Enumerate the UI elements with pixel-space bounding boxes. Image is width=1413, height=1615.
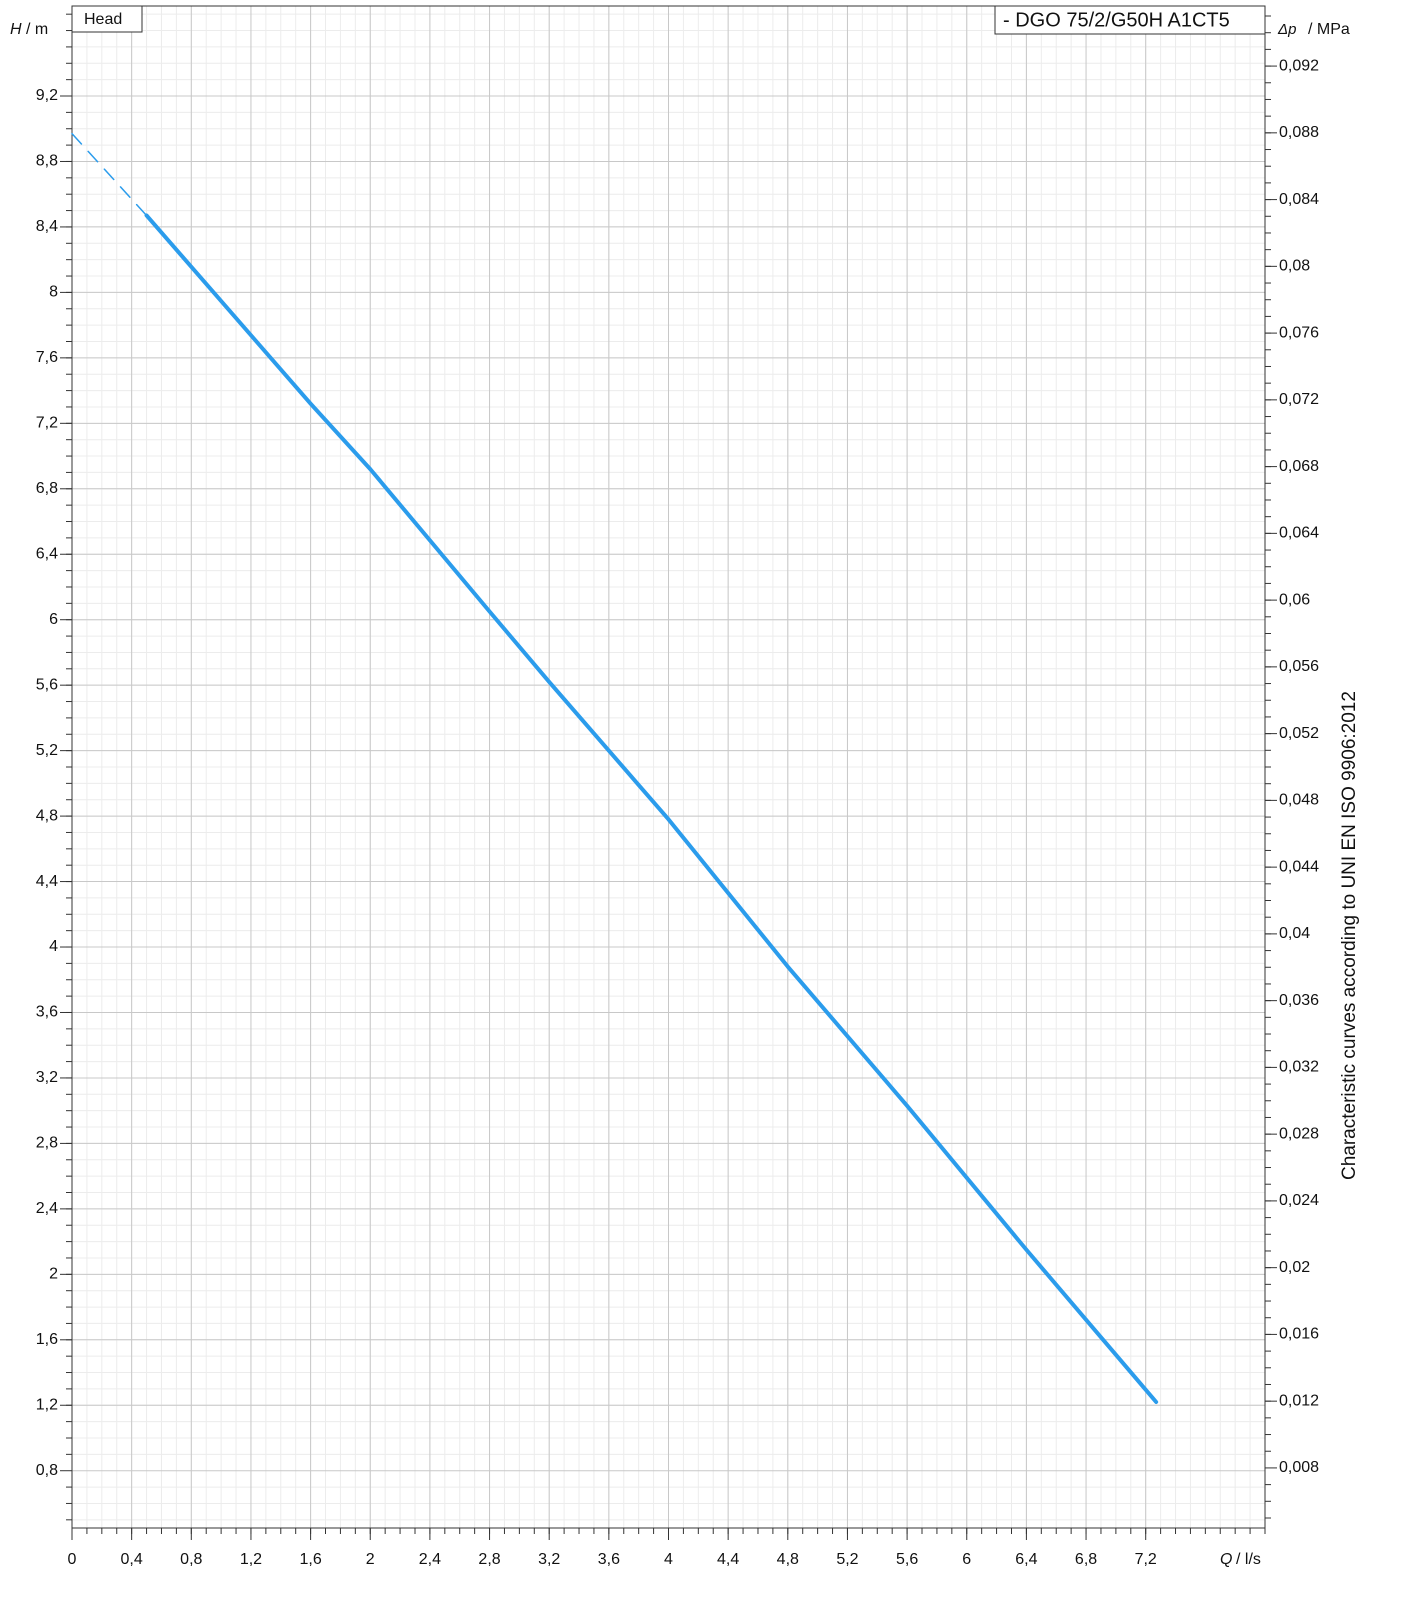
- curve: [71, 132, 148, 217]
- y-tick-label: 7,2: [36, 415, 58, 432]
- x-tick-label: 6,4: [1015, 1551, 1037, 1568]
- y-tick-label: 7,6: [36, 349, 58, 366]
- x-axis-unit: / l/s: [1236, 1551, 1261, 1568]
- y-tick-label: 5,2: [36, 742, 58, 759]
- y-tick-label: 4,4: [36, 873, 58, 890]
- y2-tick-label: 0,06: [1279, 591, 1310, 608]
- x-tick-label: 3,2: [538, 1551, 560, 1568]
- y-tick-label: 1,6: [36, 1331, 58, 1348]
- y-tick-label: 1,2: [36, 1396, 58, 1413]
- x-tick-label: 4,8: [777, 1551, 799, 1568]
- x-tick-label: 4: [664, 1551, 673, 1568]
- y2-axis-symbol: Δp: [1277, 21, 1296, 38]
- y2-axis-unit: / MPa: [1308, 21, 1350, 38]
- y-tick-label: 3,2: [36, 1069, 58, 1086]
- x-tick-label: 2,4: [419, 1551, 441, 1568]
- y-tick-label: 6,4: [36, 545, 58, 562]
- y2-tick-label: 0,032: [1279, 1059, 1319, 1076]
- x-tick-label: 5,2: [836, 1551, 858, 1568]
- y-tick-label: 8,8: [36, 153, 58, 170]
- y2-tick-label: 0,02: [1279, 1259, 1310, 1276]
- y-tick-label: 2: [49, 1266, 58, 1283]
- x-tick-label: 0: [68, 1551, 77, 1568]
- x-tick-label: 1,2: [240, 1551, 262, 1568]
- y2-tick-label: 0,056: [1279, 658, 1319, 675]
- y2-tick-label: 0,068: [1279, 458, 1319, 475]
- y2-tick-label: 0,088: [1279, 124, 1319, 141]
- y-axis-symbol: H: [10, 21, 22, 38]
- y2-tick-label: 0,064: [1279, 525, 1319, 542]
- curve: [144, 213, 1159, 1404]
- legend-frame: [994, 5, 1266, 35]
- y-tick-label: 8,4: [36, 218, 58, 235]
- y2-tick-label: 0,076: [1279, 324, 1319, 341]
- y2-tick-label: 0,052: [1279, 725, 1319, 742]
- y2-tick-label: 0,048: [1279, 792, 1319, 809]
- x-tick-label: 1,6: [299, 1551, 321, 1568]
- y2-tick-label: 0,08: [1279, 258, 1310, 275]
- x-tick-label: 3,6: [598, 1551, 620, 1568]
- x-tick-label: 5,6: [896, 1551, 918, 1568]
- y-tick-label: 4: [49, 938, 58, 955]
- y2-tick-label: 0,028: [1279, 1125, 1319, 1142]
- y2-tick-label: 0,044: [1279, 858, 1319, 875]
- y-tick-label: 3,6: [36, 1004, 58, 1021]
- x-tick-label: 0,4: [121, 1551, 143, 1568]
- y2-tick-label: 0,084: [1279, 191, 1319, 208]
- y2-tick-label: 0,012: [1279, 1392, 1319, 1409]
- x-axis-symbol: Q: [1220, 1551, 1232, 1568]
- y2-tick-label: 0,036: [1279, 992, 1319, 1009]
- side-note: Characteristic curves according to UNI E…: [1339, 691, 1360, 1180]
- x-tick-label: 7,2: [1135, 1551, 1157, 1568]
- y-tick-label: 5,6: [36, 676, 58, 693]
- x-tick-label: 2,8: [478, 1551, 500, 1568]
- y-tick-label: 6: [49, 611, 58, 628]
- y-tick-label: 4,8: [36, 807, 58, 824]
- y-tick-label: 2,4: [36, 1200, 58, 1217]
- x-tick-label: 6: [962, 1551, 971, 1568]
- y-tick-label: 9,2: [36, 87, 58, 104]
- x-tick-label: 6,8: [1075, 1551, 1097, 1568]
- y-axis-unit: / m: [26, 21, 48, 38]
- y2-tick-label: 0,008: [1279, 1459, 1319, 1476]
- y-tick-label: 6,8: [36, 480, 58, 497]
- x-tick-label: 2: [366, 1551, 375, 1568]
- y-tick-label: 0,8: [36, 1462, 58, 1479]
- y2-tick-label: 0,024: [1279, 1192, 1319, 1209]
- y-tick-label: 8: [49, 284, 58, 301]
- y2-tick-label: 0,072: [1279, 391, 1319, 408]
- box-label-frame: [71, 5, 143, 33]
- box-label: Head: [84, 11, 122, 28]
- grid: [71, 6, 1266, 1528]
- y2-tick-label: 0,04: [1279, 925, 1310, 942]
- y2-tick-label: 0,092: [1279, 57, 1319, 74]
- x-tick-label: 4,4: [717, 1551, 739, 1568]
- x-tick-label: 0,8: [180, 1551, 202, 1568]
- y2-tick-label: 0,016: [1279, 1326, 1319, 1343]
- y-tick-label: 2,8: [36, 1135, 58, 1152]
- legend-entry: - DGO 75/2/G50H A1CT5: [1003, 9, 1230, 31]
